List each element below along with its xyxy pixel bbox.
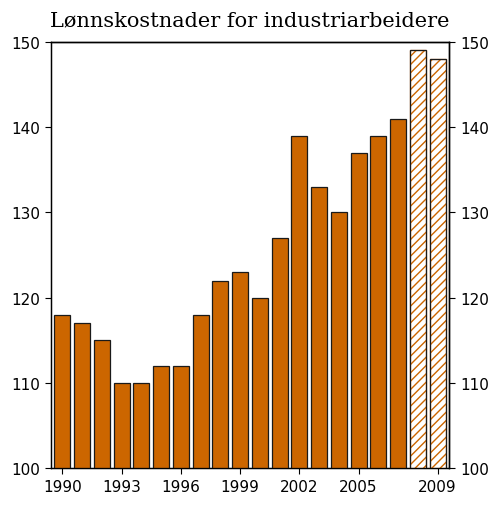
Bar: [173, 366, 189, 469]
Bar: [410, 51, 426, 469]
Bar: [134, 383, 150, 469]
Bar: [292, 136, 308, 469]
Bar: [311, 187, 327, 469]
Bar: [153, 366, 169, 469]
Bar: [410, 51, 426, 469]
Bar: [212, 281, 228, 469]
Bar: [94, 341, 110, 469]
Bar: [252, 298, 268, 469]
Bar: [370, 136, 386, 469]
Bar: [54, 315, 70, 469]
Title: Lønnskostnader for industriarbeidere: Lønnskostnader for industriarbeidere: [50, 11, 450, 30]
Bar: [74, 324, 90, 469]
Bar: [272, 238, 287, 469]
Bar: [114, 383, 130, 469]
Bar: [331, 213, 347, 469]
Bar: [430, 60, 446, 469]
Bar: [430, 60, 446, 469]
Bar: [192, 315, 208, 469]
Bar: [390, 119, 406, 469]
Bar: [232, 273, 248, 469]
Bar: [350, 154, 366, 469]
